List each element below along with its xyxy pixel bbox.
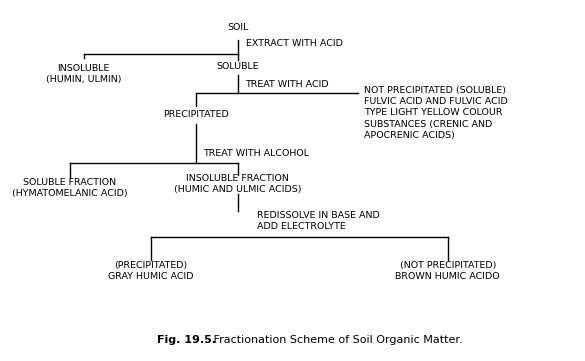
- Text: Fig. 19.5.: Fig. 19.5.: [157, 335, 216, 345]
- Text: SOLUBLE FRACTION
(HYMATOMELANIC ACID): SOLUBLE FRACTION (HYMATOMELANIC ACID): [12, 178, 128, 198]
- Text: INSOLUBLE
(HUMIN, ULMIN): INSOLUBLE (HUMIN, ULMIN): [46, 64, 122, 84]
- Text: Fig. 19.5. Fractionation Scheme of Soil Organic Matter.: Fig. 19.5. Fractionation Scheme of Soil …: [150, 335, 454, 345]
- Text: TREAT WITH ACID: TREAT WITH ACID: [245, 80, 329, 89]
- Text: EXTRACT WITH ACID: EXTRACT WITH ACID: [246, 39, 343, 48]
- Text: NOT PRECIPITATED (SOLUBLE)
FULVIC ACID AND FULVIC ACID
TYPE LIGHT YELLOW COLOUR
: NOT PRECIPITATED (SOLUBLE) FULVIC ACID A…: [364, 86, 508, 140]
- Text: (PRECIPITATED)
GRAY HUMIC ACID: (PRECIPITATED) GRAY HUMIC ACID: [108, 261, 194, 281]
- Text: SOLUBLE: SOLUBLE: [216, 62, 259, 71]
- Text: Fractionation Scheme of Soil Organic Matter.: Fractionation Scheme of Soil Organic Mat…: [210, 335, 463, 345]
- Text: PRECIPITATED: PRECIPITATED: [163, 110, 229, 119]
- Text: (NOT PRECIPITATED)
BROWN HUMIC ACIDO: (NOT PRECIPITATED) BROWN HUMIC ACIDO: [395, 261, 500, 281]
- Text: INSOLUBLE FRACTION
(HUMIC AND ULMIC ACIDS): INSOLUBLE FRACTION (HUMIC AND ULMIC ACID…: [174, 174, 301, 194]
- Text: TREAT WITH ALCOHOL: TREAT WITH ALCOHOL: [203, 149, 309, 158]
- Text: SOIL: SOIL: [227, 23, 249, 32]
- Text: REDISSOLVE IN BASE AND
ADD ELECTROLYTE: REDISSOLVE IN BASE AND ADD ELECTROLYTE: [257, 211, 380, 231]
